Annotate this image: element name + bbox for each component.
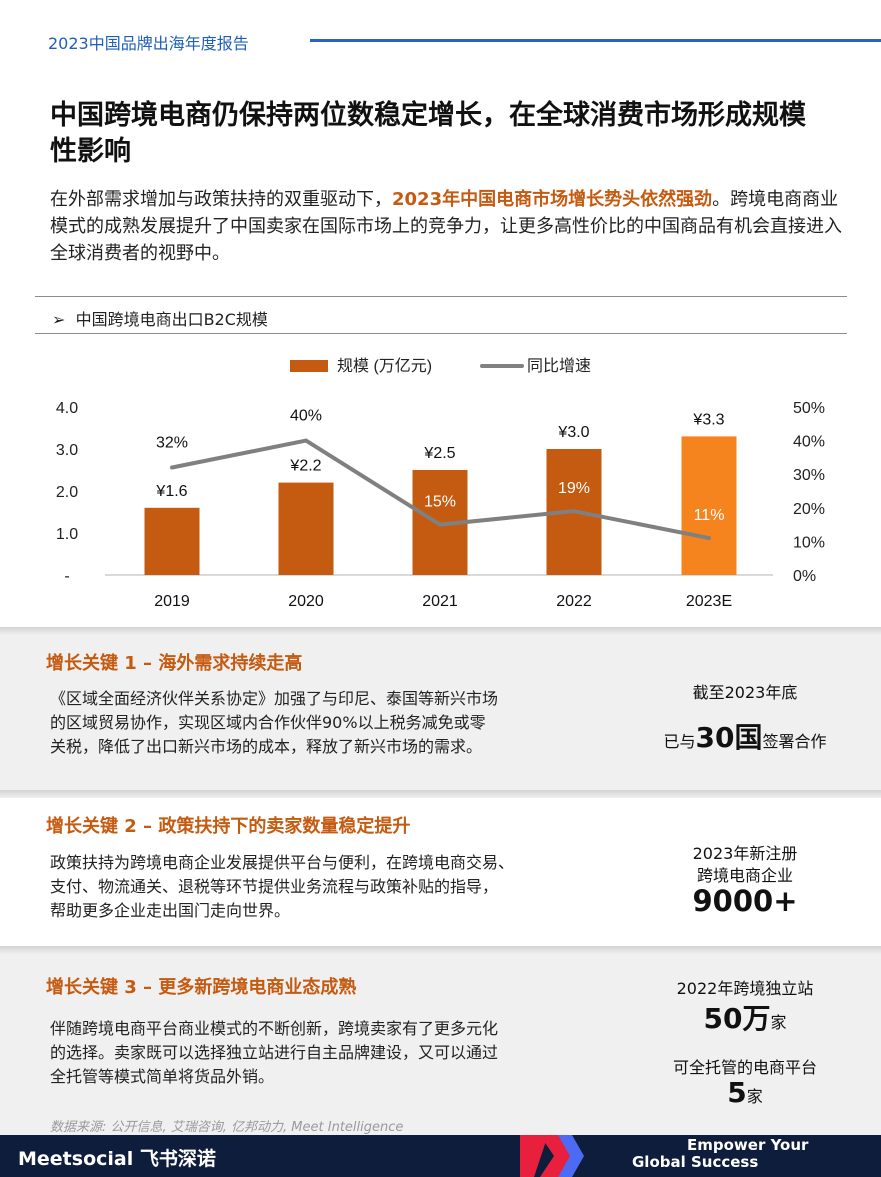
key-3-body: 伴随跨境电商平台商业模式的不断创新，跨境卖家有了更多元化 的选择。卖家既可以选择… bbox=[50, 1017, 590, 1089]
key-3-line: 全托管等模式简单将货品外销。 bbox=[50, 1067, 275, 1086]
intro-text-2: 。跨境电商商业模式的成熟发展提升了中国卖家在国际市场上的竞争力，让更多高性价比的… bbox=[50, 189, 842, 264]
key-2-stat-caption-1: 2023年新注册 bbox=[692, 844, 798, 863]
slogan-line-1: Empower Your bbox=[687, 1136, 809, 1154]
key-1-heading: 增长关键 1 – 海外需求持续走高 bbox=[46, 653, 303, 674]
x-tick-label: 2020 bbox=[288, 593, 324, 610]
key-3-band bbox=[0, 954, 881, 1135]
key-1-stat: 已与30国签署合作 bbox=[625, 716, 865, 756]
band-shadow-1 bbox=[0, 627, 881, 635]
b2c-export-chart: 规模 (万亿元) 同比增速 - 1.0 2.0 3.0 4.0 0% 10% 20% 30% 40% 5… bbox=[56, 357, 825, 610]
key-1-body: 《区域全面经济伙伴关系协定》加强了与印尼、泰国等新兴市场 的区域贸易协作，实现区… bbox=[50, 687, 590, 759]
key-1-band bbox=[0, 635, 881, 790]
header-rule bbox=[310, 39, 881, 42]
y-left-tick-label: 2.0 bbox=[56, 484, 78, 501]
growth-value-label: 19% bbox=[558, 480, 590, 497]
growth-value-label: 32% bbox=[156, 434, 188, 451]
bar-value-label: ¥1.6 bbox=[155, 483, 187, 500]
bar-2023E bbox=[681, 436, 737, 575]
section-rule-bottom bbox=[35, 333, 847, 334]
x-tick-label: 2022 bbox=[556, 593, 592, 610]
intro-paragraph: 在外部需求增加与政策扶持的双重驱动下，2023年中国电商市场增长势头依然强劲。跨… bbox=[50, 186, 850, 267]
x-tick-label: 2023E bbox=[686, 593, 732, 610]
key-3-stat-caption-2: 可全托管的电商平台 bbox=[672, 1058, 817, 1077]
band-shadow-3 bbox=[0, 946, 881, 954]
key-3-stat-value-1: 50万 bbox=[703, 1002, 771, 1035]
bar-2020 bbox=[278, 482, 334, 575]
footer-slogan: Empower Your Global Success bbox=[632, 1137, 808, 1171]
x-tick-label: 2019 bbox=[154, 593, 190, 610]
key-2-stat-caption-2: 跨境电商企业 bbox=[696, 866, 793, 885]
arrow-icon: ➢ bbox=[52, 310, 66, 329]
legend-bar-swatch bbox=[290, 360, 328, 372]
key-1-stat-caption: 截至2023年底 bbox=[692, 683, 798, 702]
key-2-heading: 增长关键 2 – 政策扶持下的卖家数量稳定提升 bbox=[46, 816, 411, 837]
key-2-body: 政策扶持为跨境电商企业发展提供平台与便利，在跨境电商交易、 支付、物流通关、退税… bbox=[50, 851, 590, 923]
page-title: 中国跨境电商仍保持两位数稳定增长，在全球消费市场形成规模性影响 bbox=[50, 100, 806, 167]
slogan-line-2: Global Success bbox=[632, 1153, 759, 1171]
key-3-stat-unit-2: 家 bbox=[746, 1087, 763, 1106]
bar-value-label: ¥2.2 bbox=[289, 458, 321, 475]
footer-bar bbox=[0, 1135, 881, 1177]
y-right-tick-label: 50% bbox=[793, 400, 825, 417]
key-1-stat-post: 签署合作 bbox=[762, 732, 827, 751]
key-2-line: 政策扶持为跨境电商企业发展提供平台与便利，在跨境电商交易、 bbox=[50, 853, 515, 872]
key-2-band bbox=[0, 798, 881, 946]
bar-2019 bbox=[144, 507, 200, 575]
meetsocial-logo: Meetsocial 飞书深诺 bbox=[18, 1148, 216, 1170]
band-shadow-2 bbox=[0, 790, 881, 798]
key-2-line: 帮助更多企业走出国门走向世界。 bbox=[50, 901, 291, 920]
growth-value-label: 40% bbox=[290, 408, 322, 425]
y-left-tick-label: 1.0 bbox=[56, 526, 78, 543]
section-title-text: 中国跨境电商出口B2C规模 bbox=[75, 310, 268, 329]
y-right-tick-label: 40% bbox=[793, 434, 825, 451]
growth-value-label: 15% bbox=[424, 494, 456, 511]
bar-value-label: ¥3.0 bbox=[557, 424, 589, 441]
key-1-line: 《区域全面经济伙伴关系协定》加强了与印尼、泰国等新兴市场 bbox=[50, 689, 499, 708]
y-left-tick-label: - bbox=[64, 568, 69, 585]
y-right-tick-label: 30% bbox=[793, 467, 825, 484]
section-title: ➢ 中国跨境电商出口B2C规模 bbox=[52, 306, 268, 330]
key-1-stat-value: 30国 bbox=[695, 721, 763, 754]
y-left-tick-label: 4.0 bbox=[56, 400, 78, 417]
report-title: 2023中国品牌出海年度报告 bbox=[48, 34, 249, 53]
x-tick-label: 2021 bbox=[422, 593, 458, 610]
key-1-stat-pre: 已与 bbox=[663, 732, 696, 751]
key-3-stat-2: 5家 bbox=[625, 1076, 865, 1109]
legend-line-label: 同比增速 bbox=[527, 357, 591, 375]
key-3-stat-caption-1: 2022年跨境独立站 bbox=[676, 979, 814, 998]
key-2-stat-value: 9000+ bbox=[692, 884, 798, 918]
bar-value-label: ¥3.3 bbox=[692, 411, 724, 428]
bar-value-label: ¥2.5 bbox=[423, 445, 455, 462]
intro-highlight: 2023年中国电商市场增长势头依然强劲 bbox=[392, 189, 713, 210]
legend-bar-label: 规模 (万亿元) bbox=[337, 357, 432, 375]
y-left-tick-label: 3.0 bbox=[56, 442, 78, 459]
key-2-line: 支付、物流通关、退税等环节提供业务流程与政策补贴的指导， bbox=[50, 877, 499, 896]
growth-point-2023E bbox=[707, 536, 711, 541]
key-3-stat-unit-1: 家 bbox=[770, 1013, 787, 1032]
growth-point-2022 bbox=[572, 509, 576, 514]
footer-diamond-graphic bbox=[520, 1135, 584, 1177]
growth-value-label: 11% bbox=[694, 507, 725, 524]
growth-point-2019 bbox=[170, 465, 174, 470]
growth-point-2020 bbox=[304, 438, 308, 443]
intro-text-1: 在外部需求增加与政策扶持的双重驱动下， bbox=[50, 189, 392, 210]
key-3-stat-1: 50万家 bbox=[625, 997, 865, 1037]
key-1-line: 关税，降低了出口新兴市场的成本，释放了新兴市场的需求。 bbox=[50, 737, 483, 756]
data-source-note: 数据来源: 公开信息, 艾瑞咨询, 亿邦动力, Meet Intelligenc… bbox=[50, 1120, 404, 1135]
key-3-heading: 增长关键 3 – 更多新跨境电商业态成熟 bbox=[46, 977, 357, 998]
key-3-line: 的选择。卖家既可以选择独立站进行自主品牌建设，又可以通过 bbox=[50, 1043, 499, 1062]
key-3-line: 伴随跨境电商平台商业模式的不断创新，跨境卖家有了更多元化 bbox=[50, 1019, 499, 1038]
y-right-tick-label: 20% bbox=[793, 501, 825, 518]
key-1-line: 的区域贸易协作，实现区域内合作伙伴90%以上税务减免或零 bbox=[50, 713, 486, 732]
y-right-tick-label: 10% bbox=[793, 534, 825, 551]
section-rule-top bbox=[35, 296, 847, 297]
key-3-stat-value-2: 5 bbox=[727, 1076, 747, 1109]
growth-point-2021 bbox=[438, 522, 442, 527]
y-right-tick-label: 0% bbox=[793, 568, 816, 585]
